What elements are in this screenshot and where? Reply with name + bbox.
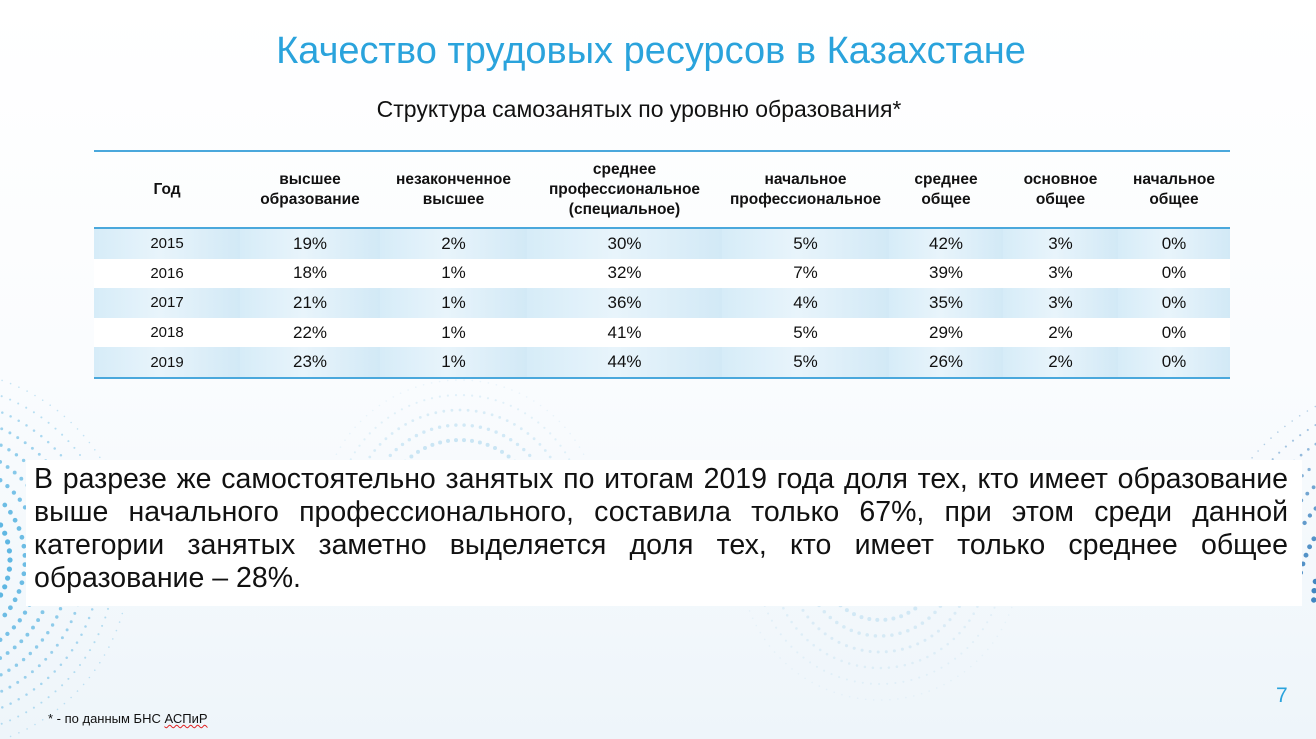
table-cell: 2% <box>1003 317 1118 348</box>
table-cell: 26% <box>889 347 1003 378</box>
footnote-source: АСПиР <box>164 711 208 726</box>
table-cell: 5% <box>722 347 889 378</box>
summary-text-box: В разрезе же самостоятельно занятых по и… <box>26 460 1302 606</box>
header-primary-vocational: начальное профессиональное <box>722 151 889 229</box>
header-primary-general: начальное общее <box>1118 151 1230 229</box>
cell-year: 2018 <box>94 317 240 348</box>
table-cell: 0% <box>1118 228 1230 259</box>
table-row: 2019 23% 1% 44% 5% 26% 2% 0% <box>94 347 1230 378</box>
header-year: Год <box>94 151 240 229</box>
education-structure-table: Год высшее образование незаконченное выс… <box>94 150 1230 379</box>
cell-year: 2019 <box>94 347 240 378</box>
header-secondary-general: среднее общее <box>889 151 1003 229</box>
header-incomplete-higher: незаконченное высшее <box>380 151 527 229</box>
table-cell: 32% <box>527 258 722 289</box>
footnote: * - по данным БНС АСПиР <box>48 711 208 726</box>
table-row: 2018 22% 1% 41% 5% 29% 2% 0% <box>94 317 1230 348</box>
table-row: 2015 19% 2% 30% 5% 42% 3% 0% <box>94 228 1230 259</box>
table-cell: 1% <box>380 317 527 348</box>
cell-year: 2015 <box>94 228 240 259</box>
page-number: 7 <box>1276 684 1288 707</box>
slide-title: Качество трудовых ресурсов в Казахстане <box>276 30 1026 72</box>
header-basic-general: основное общее <box>1003 151 1118 229</box>
table-row: 2016 18% 1% 32% 7% 39% 3% 0% <box>94 258 1230 289</box>
table-cell: 1% <box>380 258 527 289</box>
table-cell: 36% <box>527 288 722 318</box>
table-cell: 41% <box>527 317 722 348</box>
table-cell: 7% <box>722 258 889 289</box>
table-cell: 35% <box>889 288 1003 318</box>
table-cell: 5% <box>722 228 889 259</box>
table-cell: 29% <box>889 317 1003 348</box>
table-cell: 0% <box>1118 347 1230 378</box>
table-cell: 2% <box>380 228 527 259</box>
table-cell: 3% <box>1003 288 1118 318</box>
table-cell: 2% <box>1003 347 1118 378</box>
table-cell: 39% <box>889 258 1003 289</box>
header-higher: высшее образование <box>240 151 380 229</box>
table-cell: 3% <box>1003 228 1118 259</box>
table-row: 2017 21% 1% 36% 4% 35% 3% 0% <box>94 288 1230 318</box>
education-table-container: Год высшее образование незаконченное выс… <box>94 150 1230 379</box>
table-cell: 22% <box>240 317 380 348</box>
cell-year: 2017 <box>94 288 240 318</box>
table-cell: 4% <box>722 288 889 318</box>
table-cell: 1% <box>380 288 527 318</box>
table-cell: 19% <box>240 228 380 259</box>
table-cell: 21% <box>240 288 380 318</box>
table-caption: Структура самозанятых по уровню образова… <box>376 96 902 122</box>
summary-paragraph: В разрезе же самостоятельно занятых по и… <box>34 463 1288 594</box>
table-cell: 3% <box>1003 258 1118 289</box>
table-cell: 1% <box>380 347 527 378</box>
table-cell: 0% <box>1118 258 1230 289</box>
table-cell: 23% <box>240 347 380 378</box>
header-secondary-vocational: среднее профессиональное (специальное) <box>527 151 722 229</box>
table-cell: 30% <box>527 228 722 259</box>
cell-year: 2016 <box>94 258 240 289</box>
table-cell: 18% <box>240 258 380 289</box>
table-header-row: Год высшее образование незаконченное выс… <box>94 151 1230 229</box>
table-cell: 44% <box>527 347 722 378</box>
table-cell: 42% <box>889 228 1003 259</box>
footnote-text: * - по данным БНС <box>48 711 165 726</box>
table-cell: 0% <box>1118 288 1230 318</box>
table-cell: 0% <box>1118 317 1230 348</box>
table-cell: 5% <box>722 317 889 348</box>
